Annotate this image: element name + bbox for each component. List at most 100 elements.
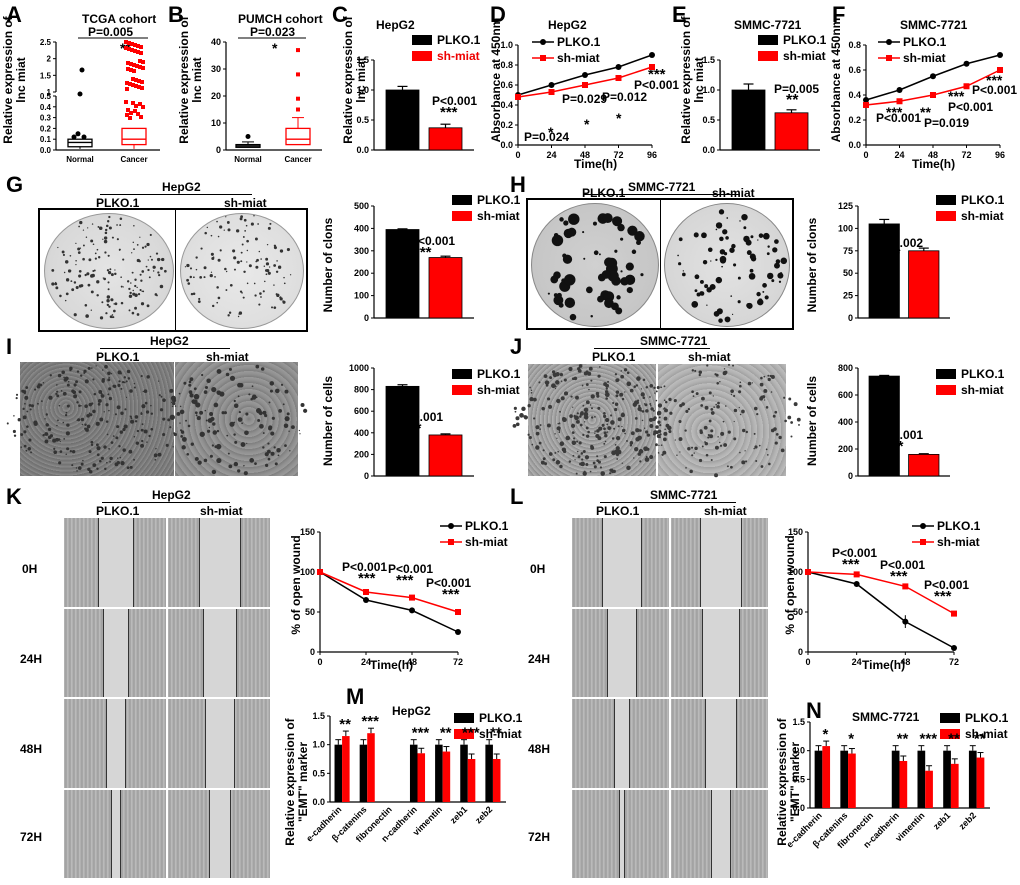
colony	[770, 391, 773, 393]
c-bar-plko	[385, 89, 420, 151]
colony	[733, 408, 738, 413]
colony	[212, 430, 218, 435]
colony	[148, 434, 151, 438]
colony	[659, 424, 662, 427]
colony	[273, 446, 276, 449]
colony	[603, 411, 606, 415]
colony	[44, 439, 49, 444]
colony	[694, 446, 698, 451]
colony	[590, 379, 593, 382]
colony	[657, 452, 660, 454]
k-time-0: 0H	[22, 562, 38, 576]
d-xtick-label: 96	[647, 150, 657, 160]
b-ytick-label: 40	[211, 37, 221, 47]
colony	[56, 394, 60, 398]
e-ytick-label: 0.0	[702, 145, 715, 155]
wound-gap	[618, 789, 625, 878]
colony	[82, 257, 85, 261]
colony	[576, 412, 579, 415]
k-ann-2: ***	[358, 570, 376, 587]
colony	[775, 432, 779, 436]
colony	[253, 282, 256, 285]
colony	[245, 412, 249, 416]
colony	[92, 463, 97, 468]
colony	[771, 279, 775, 283]
i-ytick-label: 0	[364, 471, 369, 481]
panel-letter-g: G	[6, 172, 24, 197]
pval-b: P=0.023	[250, 25, 296, 39]
colony	[134, 415, 139, 419]
chart-m: 0.00.51.01.5e-cadherin**β-catenins***fib…	[304, 711, 506, 844]
colony	[92, 269, 95, 273]
colony	[259, 292, 262, 295]
title-a: TCGA cohort	[82, 12, 157, 26]
colony	[273, 306, 277, 309]
colony	[119, 456, 122, 459]
wound-tile	[64, 518, 166, 607]
colony	[189, 275, 193, 279]
m-bar-sh	[442, 751, 451, 802]
colony	[77, 466, 82, 470]
colony	[131, 252, 133, 254]
colony	[255, 396, 258, 399]
g-ytick-label: 100	[354, 291, 369, 301]
colony	[240, 215, 244, 219]
colony	[210, 234, 213, 237]
colony	[585, 370, 589, 374]
colony	[105, 420, 109, 423]
colony	[590, 314, 593, 318]
colony	[743, 226, 747, 230]
colony	[159, 408, 164, 412]
colony	[209, 273, 213, 278]
colony	[64, 299, 67, 302]
colony	[753, 447, 755, 450]
colony	[101, 377, 105, 382]
colony	[54, 282, 58, 286]
colony	[279, 249, 284, 253]
colony	[107, 378, 111, 382]
colony	[604, 257, 614, 268]
a-box-cancer	[121, 127, 147, 146]
colony	[56, 424, 58, 427]
colony	[84, 304, 88, 307]
j-img-label-1: PLKO.1	[592, 350, 636, 364]
m-ytick-label: 0.5	[312, 768, 325, 778]
colony	[190, 292, 194, 296]
l-point-sh	[805, 569, 811, 575]
colony	[612, 401, 615, 405]
colony	[733, 420, 735, 423]
colony	[61, 250, 65, 254]
colony	[572, 454, 575, 457]
colony	[685, 409, 689, 413]
colony	[140, 302, 145, 306]
colony	[737, 276, 741, 280]
b-category-label: Normal	[234, 155, 262, 164]
l-ann-1: P<0.001	[832, 546, 878, 560]
n-bar-plko	[943, 750, 951, 808]
d-ann-8: P<0.001	[634, 78, 680, 92]
f-ann-7: ***	[986, 72, 1003, 88]
colony	[75, 259, 77, 262]
colony	[27, 447, 31, 451]
k-ytick-label: 150	[300, 527, 315, 537]
n-significance: **	[948, 731, 960, 748]
colony	[779, 272, 783, 275]
colony	[159, 266, 163, 270]
colony	[268, 425, 273, 430]
colony	[707, 247, 713, 253]
colony	[298, 429, 300, 432]
colony	[190, 442, 194, 446]
colony	[255, 364, 260, 369]
colony	[580, 452, 584, 455]
legend-e: PLKO.1 sh-miat	[758, 32, 826, 64]
colony	[539, 424, 542, 427]
colony	[691, 390, 694, 394]
colony	[131, 271, 134, 274]
colony	[585, 434, 590, 438]
colony	[657, 420, 661, 424]
colony	[284, 416, 290, 422]
colony	[77, 418, 81, 422]
l-ann-2: ***	[842, 556, 860, 573]
colony	[762, 232, 770, 240]
